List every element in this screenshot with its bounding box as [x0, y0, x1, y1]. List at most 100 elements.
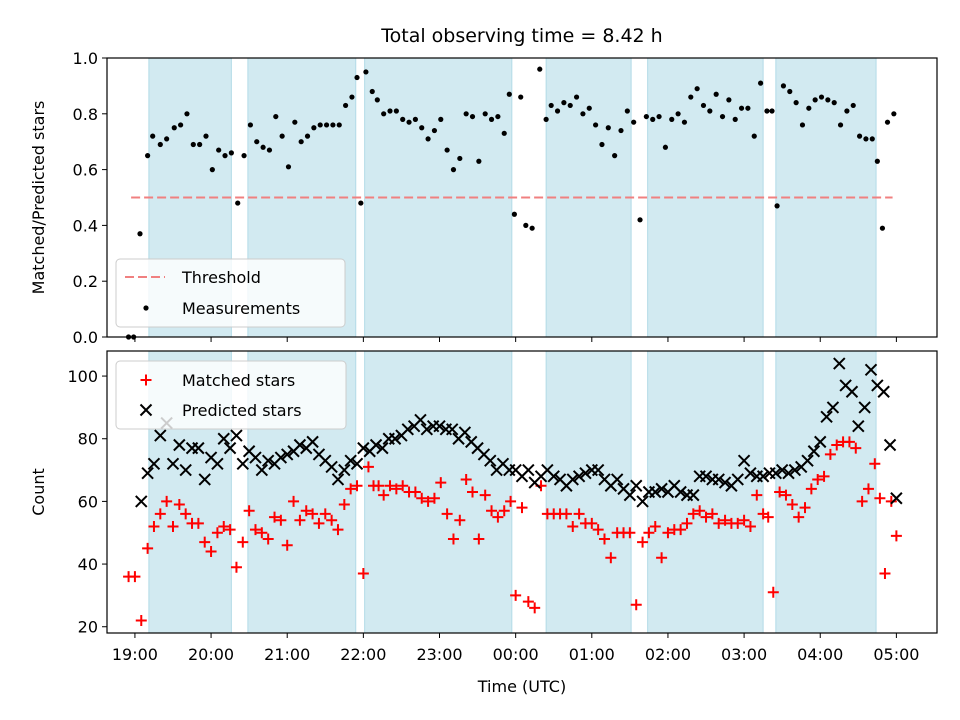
bottom-matched-stars-point-29 [300, 505, 312, 517]
bottom-predicted-stars-point-23 [274, 451, 288, 464]
bottom-predicted-stars-point-20 [255, 463, 269, 477]
bottom-predicted-stars-point-56 [484, 454, 497, 467]
top-measurements-point-121 [874, 158, 880, 164]
top-measurements-point-109 [799, 122, 806, 128]
bottom-predicted-stars-point-83 [655, 482, 668, 496]
top-measurements-point-75 [586, 105, 592, 111]
top-measurements-point-116 [844, 108, 850, 114]
bottom-matched-stars-point-48 [416, 492, 428, 504]
xlabel: Time (UTC) [477, 677, 566, 696]
top-measurements-point-95 [713, 91, 719, 97]
bottom-legend: Matched stars Predicted stars [115, 360, 347, 430]
top-measurements-point-69 [548, 102, 554, 109]
top-measurements-point-37 [354, 74, 360, 81]
top-measurements-point-45 [400, 116, 406, 122]
bottom-predicted-stars-point-8 [179, 463, 192, 477]
top-measurements-point-111 [812, 97, 818, 103]
xtick-label-7: 01:00 [569, 645, 615, 664]
bottom-matched-stars-point-85 [649, 520, 661, 532]
top-measurements-point-8 [171, 125, 177, 131]
bottom-predicted-stars-point-78 [623, 488, 637, 502]
top-measurements-point-97 [726, 97, 732, 103]
bottom-matched-stars-point-42 [378, 489, 390, 501]
bottom-matched-stars-point-116 [843, 436, 855, 448]
bottom-matched-stars-point-35 [338, 499, 350, 511]
bottom-predicted-stars-point-17 [236, 457, 250, 471]
top-measurements-point-102 [757, 80, 764, 86]
top-measurements-point-11 [190, 141, 196, 148]
top-measurements-point-91 [688, 94, 694, 100]
bottom-matched-stars-point-117 [850, 442, 862, 454]
bottom-matched-stars-point-77 [598, 533, 610, 545]
bottom-predicted-stars-point-108 [814, 435, 827, 449]
bottom-ytick-label-2: 40 [78, 555, 98, 574]
top-measurements-point-63 [511, 211, 517, 217]
bottom-matched-stars-point-5 [148, 520, 160, 532]
top-measurements-point-55 [463, 111, 469, 117]
bottom-predicted-stars-point-92 [712, 473, 725, 486]
bottom-matched-stars-point-17 [224, 524, 236, 536]
bottom-matched-stars-point-25 [275, 514, 287, 526]
legend-measurements-label: Measurements [182, 299, 300, 318]
bottom-matched-stars-point-30 [307, 508, 319, 520]
bottom-ytick-label-1: 20 [78, 618, 98, 637]
top-measurements-point-33 [330, 122, 336, 128]
top-measurements-point-6 [157, 141, 163, 148]
top-measurements-point-48 [419, 125, 425, 131]
bottom-predicted-stars-point-19 [249, 451, 262, 464]
bottom-predicted-stars-point-69 [566, 473, 579, 486]
top-measurements-point-19 [241, 153, 247, 159]
legend-predicted-label: Predicted stars [182, 401, 302, 420]
bottom-matched-stars-point-89 [675, 524, 687, 536]
bottom-predicted-stars-point-99 [756, 470, 770, 483]
bottom-predicted-stars-point-102 [775, 463, 789, 477]
xtick-label-8: 02:00 [645, 645, 691, 664]
top-measurements-point-76 [593, 122, 599, 128]
bottom-matched-stars-point-9 [173, 499, 185, 511]
bottom-predicted-stars-point-66 [547, 470, 560, 483]
top-legend: Threshold Measurements [115, 258, 346, 328]
top-measurements-point-62 [506, 91, 512, 97]
top-measurements-point-34 [336, 122, 342, 128]
bottom-matched-stars-point-41 [373, 480, 385, 492]
bottom-matched-stars-point-61 [498, 505, 510, 517]
bottom-matched-stars-point-24 [269, 511, 281, 523]
bottom-matched-stars-point-81 [624, 527, 636, 539]
bottom-matched-stars-point-37 [351, 480, 363, 492]
top-measurements-point-67 [537, 66, 543, 72]
top-measurements-point-31 [317, 122, 323, 128]
ratio-panel: 0.0 0.2 0.4 0.6 0.8 1.0 Matched/Predicted star… [29, 25, 938, 347]
bottom-ytick-label-5: 100 [67, 367, 98, 386]
bottom-predicted-stars-point-41 [388, 432, 402, 445]
bottom-matched-stars-point-32 [319, 508, 331, 520]
bottom-matched-stars-point-122 [879, 567, 891, 579]
top-measurements-point-44 [393, 108, 399, 114]
top-measurements-point-13 [203, 133, 209, 139]
bottom-matched-stars-point-107 [786, 499, 798, 511]
xtick-label-1: 19:00 [112, 645, 158, 664]
bottom-matched-stars-point-124 [890, 530, 902, 542]
top-measurements-point-3 [137, 231, 143, 237]
bottom-matched-stars-point-31 [313, 517, 325, 529]
bottom-predicted-stars-point-34 [344, 454, 357, 467]
bottom-matched-stars-point-100 [744, 520, 756, 532]
bottom-matched-stars-point-52 [441, 508, 453, 520]
legend-predicted-swatch [139, 403, 153, 417]
bottom-predicted-stars-point-13 [211, 457, 224, 471]
top-measurements-point-17 [228, 150, 234, 156]
top-measurements-point-74 [580, 111, 586, 117]
top-measurements-point-40 [369, 88, 375, 95]
bottom-matched-stars-point-111 [812, 473, 824, 485]
top-measurements-point-59 [488, 116, 495, 122]
bottom-predicted-stars-point-95 [731, 473, 744, 486]
top-measurements-point-88 [669, 116, 675, 122]
bottom-predicted-stars-point-107 [807, 445, 821, 458]
bottom-matched-stars-point-95 [713, 517, 725, 529]
bottom-matched-stars-point-75 [586, 517, 598, 529]
top-measurements-point-39 [363, 69, 369, 75]
bottom-predicted-stars-point-10 [192, 441, 205, 455]
top-measurements-point-103 [764, 108, 770, 114]
bottom-matched-stars-point-105 [774, 486, 786, 498]
bottom-predicted-stars-point-115 [858, 401, 871, 414]
top-measurements-point-120 [869, 136, 875, 142]
